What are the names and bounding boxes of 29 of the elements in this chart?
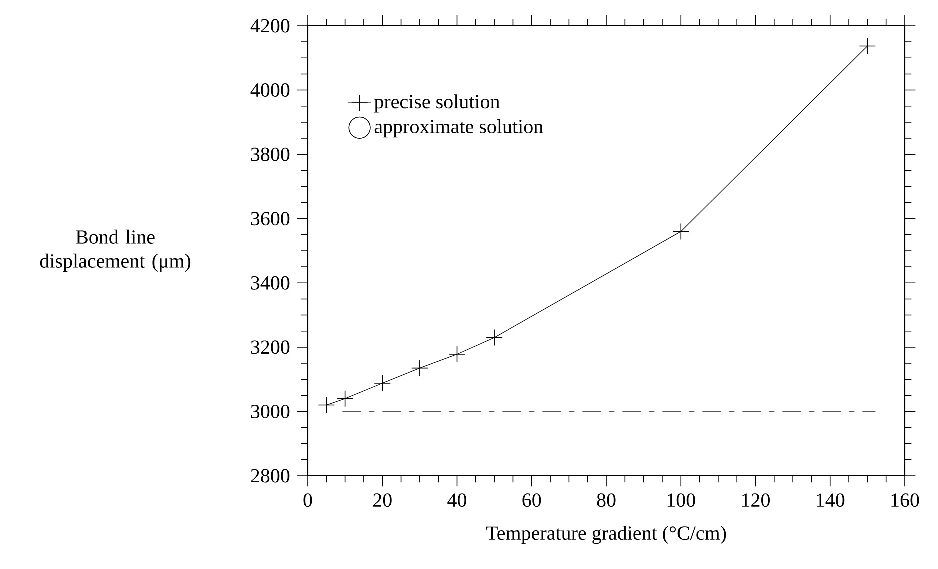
- point: [859, 38, 876, 55]
- point: [672, 223, 690, 240]
- point: [374, 375, 392, 392]
- x-axis-title: Temperature gradient (°C/cm): [486, 526, 726, 544]
- x-tick-label: 120: [742, 494, 770, 508]
- x-tick-label: 60: [522, 494, 542, 508]
- y-tick-label: 4200: [250, 19, 290, 33]
- point: [318, 396, 336, 414]
- y-tick-label: 3200: [251, 340, 290, 354]
- x-tick-label: 40: [448, 494, 466, 508]
- x-tick-label: 160: [892, 494, 920, 508]
- y-axis-title: Bond line displacement (μm): [40, 230, 191, 272]
- point: [486, 329, 503, 346]
- x-tick-label: 20: [374, 494, 392, 508]
- y-tick-label: 4000: [250, 84, 290, 98]
- point: [448, 346, 466, 363]
- y-tick-label: 3600: [251, 212, 290, 226]
- y-tick-label: 3000: [251, 404, 290, 418]
- point: [412, 360, 428, 377]
- x-tick-label: 100: [668, 494, 696, 508]
- x-tick-label: 140: [817, 494, 845, 508]
- legend-label: precise solution: [374, 94, 500, 113]
- point: [336, 390, 354, 408]
- x-tick-label: 80: [597, 494, 616, 508]
- legend-label: approximate solution: [374, 119, 544, 138]
- y-tick-label: 3400: [251, 276, 290, 290]
- x-tick-label: 0: [304, 494, 312, 508]
- y-tick-label: 2800: [251, 469, 290, 483]
- y-tick-label: 3800: [251, 148, 290, 162]
